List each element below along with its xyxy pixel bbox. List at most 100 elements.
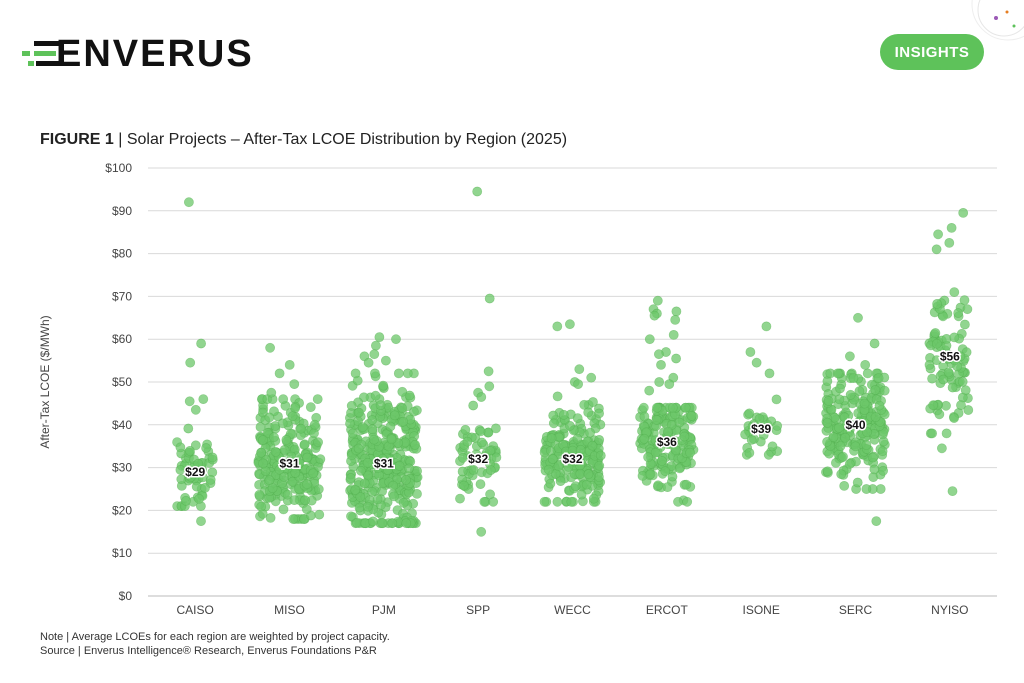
data-point bbox=[823, 395, 834, 406]
category-spp bbox=[455, 186, 502, 537]
note-text: Note | Average LCOEs for each region are… bbox=[40, 631, 390, 643]
average-label: $29 bbox=[185, 465, 205, 479]
data-point bbox=[553, 461, 564, 471]
data-point bbox=[579, 399, 590, 410]
data-point bbox=[369, 434, 379, 445]
data-point bbox=[476, 392, 487, 402]
y-tick-label: $40 bbox=[112, 418, 132, 432]
data-point bbox=[878, 465, 888, 476]
y-tick-label: $60 bbox=[112, 332, 132, 346]
data-point bbox=[479, 496, 490, 507]
data-point bbox=[476, 437, 487, 448]
y-tick-label: $0 bbox=[119, 589, 133, 603]
data-point bbox=[282, 489, 293, 500]
average-label: $31 bbox=[374, 456, 394, 470]
data-point bbox=[393, 368, 404, 379]
average-label: $36 bbox=[657, 435, 677, 449]
data-point bbox=[289, 495, 300, 505]
y-tick-label: $10 bbox=[112, 546, 132, 560]
data-point bbox=[848, 373, 859, 383]
y-tick-label: $30 bbox=[112, 461, 132, 475]
data-point bbox=[587, 440, 598, 451]
data-point bbox=[184, 445, 195, 456]
data-point bbox=[840, 432, 851, 443]
data-point bbox=[594, 408, 604, 419]
data-point bbox=[845, 389, 856, 400]
data-point bbox=[558, 409, 569, 420]
data-point bbox=[651, 414, 662, 425]
data-point bbox=[879, 385, 890, 396]
data-point bbox=[457, 452, 468, 463]
data-point bbox=[205, 474, 216, 485]
data-point bbox=[265, 513, 276, 523]
data-point bbox=[644, 385, 655, 396]
data-point bbox=[460, 424, 471, 435]
data-point bbox=[196, 516, 206, 526]
data-point bbox=[933, 229, 943, 240]
data-point bbox=[313, 437, 323, 448]
data-point bbox=[822, 466, 833, 477]
data-point bbox=[660, 466, 671, 477]
data-point bbox=[281, 434, 292, 445]
data-point bbox=[835, 383, 845, 394]
data-point bbox=[370, 390, 381, 401]
data-point bbox=[302, 479, 312, 490]
data-point bbox=[412, 466, 422, 476]
data-point bbox=[412, 488, 422, 499]
data-point bbox=[388, 480, 398, 491]
data-point bbox=[279, 471, 289, 482]
logo-wordmark: ENVERUS bbox=[56, 32, 254, 75]
data-point bbox=[938, 374, 949, 385]
data-point bbox=[181, 495, 191, 506]
y-tick-label: $20 bbox=[112, 503, 132, 517]
data-point bbox=[485, 489, 495, 500]
data-point bbox=[546, 433, 557, 444]
data-point bbox=[350, 485, 361, 495]
data-point bbox=[309, 419, 320, 430]
data-point bbox=[652, 295, 663, 306]
data-point bbox=[834, 422, 844, 433]
data-point bbox=[862, 368, 873, 379]
data-point bbox=[258, 435, 268, 445]
data-point bbox=[924, 359, 935, 370]
data-point bbox=[277, 418, 288, 429]
data-point bbox=[552, 391, 563, 402]
data-point bbox=[398, 497, 409, 508]
data-point bbox=[468, 453, 479, 464]
data-point bbox=[645, 469, 656, 480]
data-point bbox=[763, 449, 774, 460]
data-point bbox=[410, 439, 420, 450]
data-point bbox=[490, 423, 501, 434]
data-point bbox=[958, 207, 969, 218]
data-point bbox=[870, 412, 881, 422]
category-wecc bbox=[539, 319, 606, 507]
data-point bbox=[408, 406, 419, 417]
data-point bbox=[380, 355, 391, 366]
data-point bbox=[198, 394, 209, 404]
data-point bbox=[357, 422, 368, 433]
insights-badge[interactable]: INSIGHTS bbox=[880, 34, 984, 70]
data-point bbox=[565, 420, 575, 431]
data-point bbox=[404, 463, 414, 474]
figure-title: FIGURE 1 | Solar Projects – After-Tax LC… bbox=[40, 131, 567, 149]
data-point bbox=[346, 400, 357, 411]
data-point bbox=[346, 511, 356, 522]
data-point bbox=[362, 501, 373, 512]
data-point bbox=[484, 381, 495, 392]
category-miso bbox=[253, 342, 326, 524]
data-point bbox=[267, 483, 278, 493]
data-point bbox=[861, 439, 872, 450]
data-point bbox=[287, 476, 298, 487]
data-point bbox=[472, 186, 483, 197]
data-point bbox=[764, 368, 775, 379]
data-point bbox=[657, 455, 667, 466]
data-point bbox=[194, 493, 204, 504]
data-point bbox=[481, 453, 492, 464]
data-point bbox=[372, 494, 383, 505]
data-point bbox=[257, 407, 268, 418]
data-point bbox=[947, 382, 958, 393]
data-point bbox=[378, 380, 389, 391]
data-point bbox=[575, 444, 586, 455]
data-point bbox=[458, 480, 469, 491]
data-point bbox=[402, 368, 413, 379]
